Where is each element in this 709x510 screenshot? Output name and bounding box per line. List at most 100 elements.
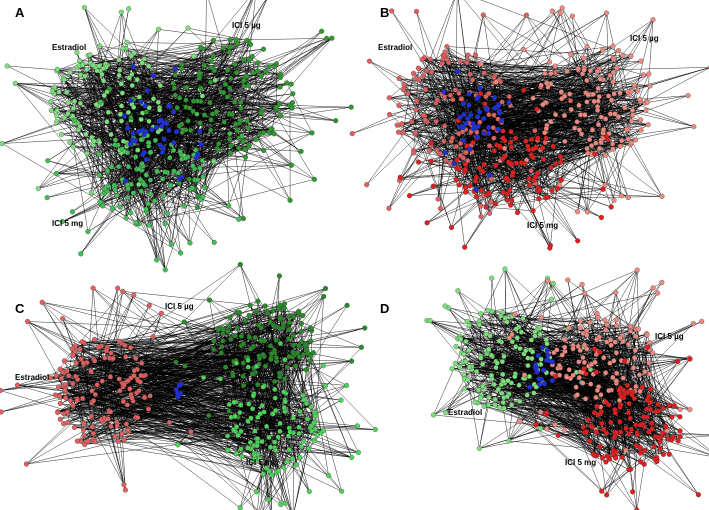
edge [426,167,493,223]
edge [581,99,694,127]
edge [465,152,477,178]
edge [479,87,630,95]
edge [134,264,241,371]
edge [263,37,333,82]
edge [506,106,598,201]
edge [224,106,352,110]
edge [416,100,480,113]
edge [91,39,231,65]
edge [458,0,471,93]
edge [398,131,547,198]
edge [495,119,641,205]
edge [234,31,322,109]
edge [79,60,150,143]
edge [147,40,249,91]
edge [150,196,191,244]
edge [139,179,315,225]
edge [147,90,213,115]
edge [402,73,414,133]
edge [467,60,640,100]
edge [437,99,454,200]
edge [194,154,292,166]
edge [115,141,244,190]
edge [551,139,590,191]
edge [57,69,175,143]
edge [411,121,452,228]
edge [388,131,463,209]
edge [104,188,198,208]
edge [510,189,603,206]
edge [489,178,507,214]
edge [73,145,149,148]
edge [239,103,352,108]
edge [601,81,614,118]
edge [398,78,510,191]
edge [142,154,168,214]
edge [181,64,201,74]
edge [50,101,128,129]
edge [480,0,632,57]
edge [560,109,572,157]
edge [130,212,172,245]
edge [51,110,134,194]
edge [484,104,525,164]
edge [525,175,578,241]
edge [271,109,277,130]
edge [79,65,131,213]
edge [134,183,229,207]
edge [486,133,610,196]
edge [543,55,623,160]
edge [577,148,588,212]
edge [118,59,141,134]
edge [130,62,259,101]
edge [128,431,257,493]
edge [15,83,99,117]
edge [468,123,490,194]
edge [167,132,313,214]
edge [495,112,500,166]
edge [517,115,565,213]
edge [147,56,194,91]
edge [501,101,512,148]
edge [509,136,607,176]
edge [107,91,167,124]
edge [515,49,603,139]
edge [450,95,457,169]
edge [138,147,239,224]
edge [397,125,457,180]
edge [167,159,181,254]
edge [92,65,128,198]
edge [163,122,313,134]
edge [446,46,558,189]
edge [431,0,455,75]
edge [400,171,491,178]
edge [479,87,607,137]
edge [590,106,615,201]
edge [80,173,156,254]
edge [496,167,612,208]
edge [476,161,509,178]
edge [139,176,166,270]
edge [459,184,603,190]
edge [1,143,140,225]
edge [503,67,585,193]
edge [181,64,215,71]
edge [74,60,80,123]
edge [148,149,219,226]
edge [56,121,147,210]
edge [56,70,174,113]
edge [111,167,115,186]
edge [261,90,315,180]
edge [503,192,663,197]
edge [157,113,200,132]
edge [235,105,292,166]
edge [555,13,607,164]
edge [155,127,202,145]
edge [227,82,287,98]
edge [401,123,460,128]
edge [94,291,124,382]
